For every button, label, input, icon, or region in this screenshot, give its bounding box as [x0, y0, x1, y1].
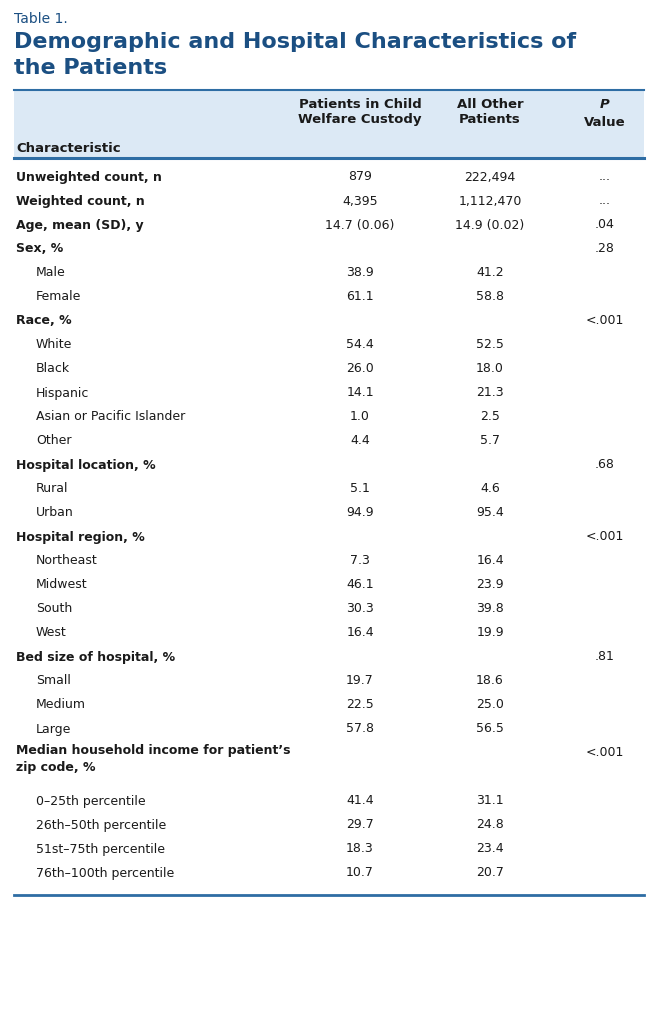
Text: 4,395: 4,395 — [342, 195, 378, 208]
Text: 29.7: 29.7 — [346, 818, 374, 831]
Text: 10.7: 10.7 — [346, 866, 374, 880]
Text: 7.3: 7.3 — [350, 555, 370, 567]
Text: 23.9: 23.9 — [476, 579, 504, 592]
Text: 18.3: 18.3 — [346, 843, 374, 855]
Text: 56.5: 56.5 — [476, 723, 504, 735]
Text: 24.8: 24.8 — [476, 818, 504, 831]
Text: 57.8: 57.8 — [346, 723, 374, 735]
Text: P: P — [600, 98, 610, 111]
Text: Sex, %: Sex, % — [16, 243, 63, 256]
Text: 54.4: 54.4 — [346, 339, 374, 351]
Text: Small: Small — [36, 675, 71, 687]
Text: 26.0: 26.0 — [346, 362, 374, 376]
Text: 4.4: 4.4 — [350, 434, 370, 447]
Text: 19.9: 19.9 — [476, 627, 504, 640]
Text: 46.1: 46.1 — [346, 579, 374, 592]
Text: Black: Black — [36, 362, 70, 376]
Text: the Patients: the Patients — [14, 58, 167, 78]
Text: Age, mean (SD), y: Age, mean (SD), y — [16, 218, 143, 231]
Text: Hospital location, %: Hospital location, % — [16, 459, 156, 471]
Text: Hospital region, %: Hospital region, % — [16, 530, 145, 544]
Text: 18.0: 18.0 — [476, 362, 504, 376]
Text: Other: Other — [36, 434, 72, 447]
Text: Weighted count, n: Weighted count, n — [16, 195, 145, 208]
Text: 31.1: 31.1 — [476, 795, 504, 808]
Text: 18.6: 18.6 — [476, 675, 504, 687]
Text: 41.4: 41.4 — [346, 795, 374, 808]
Text: 38.9: 38.9 — [346, 266, 374, 280]
Text: Demographic and Hospital Characteristics of: Demographic and Hospital Characteristics… — [14, 32, 576, 52]
Text: 19.7: 19.7 — [346, 675, 374, 687]
Text: 14.9 (0.02): 14.9 (0.02) — [455, 218, 524, 231]
Text: .28: .28 — [595, 243, 615, 256]
Text: ...: ... — [599, 171, 611, 183]
Text: 39.8: 39.8 — [476, 602, 504, 615]
Text: 222,494: 222,494 — [465, 171, 516, 183]
Text: ...: ... — [599, 195, 611, 208]
Text: Northeast: Northeast — [36, 555, 98, 567]
Text: Patients in Child
Welfare Custody: Patients in Child Welfare Custody — [298, 98, 422, 126]
Text: 14.1: 14.1 — [346, 386, 374, 399]
Text: Rural: Rural — [36, 482, 68, 496]
Text: 16.4: 16.4 — [476, 555, 504, 567]
Text: Characteristic: Characteristic — [16, 142, 120, 155]
Text: 14.7 (0.06): 14.7 (0.06) — [325, 218, 395, 231]
Text: .04: .04 — [595, 218, 615, 231]
Text: Value: Value — [584, 116, 626, 129]
Text: Medium: Medium — [36, 698, 86, 712]
Text: 94.9: 94.9 — [346, 507, 374, 519]
Text: Male: Male — [36, 266, 66, 280]
Bar — [14, 90, 644, 158]
Text: <.001: <.001 — [586, 314, 624, 328]
Text: Midwest: Midwest — [36, 579, 88, 592]
Text: 0–25th percentile: 0–25th percentile — [36, 795, 145, 808]
Text: .81: .81 — [595, 650, 615, 664]
Text: Unweighted count, n: Unweighted count, n — [16, 171, 162, 183]
Text: West: West — [36, 627, 66, 640]
Text: Median household income for patient’s
zip code, %: Median household income for patient’s zi… — [16, 744, 290, 774]
Text: 76th–100th percentile: 76th–100th percentile — [36, 866, 174, 880]
Text: 21.3: 21.3 — [476, 386, 504, 399]
Text: 25.0: 25.0 — [476, 698, 504, 712]
Text: Large: Large — [36, 723, 71, 735]
Text: 95.4: 95.4 — [476, 507, 504, 519]
Text: Hispanic: Hispanic — [36, 386, 89, 399]
Text: <.001: <.001 — [586, 530, 624, 544]
Text: 16.4: 16.4 — [346, 627, 374, 640]
Text: 22.5: 22.5 — [346, 698, 374, 712]
Text: 1.0: 1.0 — [350, 411, 370, 424]
Text: 26th–50th percentile: 26th–50th percentile — [36, 818, 166, 831]
Text: 58.8: 58.8 — [476, 291, 504, 303]
Text: 61.1: 61.1 — [346, 291, 374, 303]
Text: 2.5: 2.5 — [480, 411, 500, 424]
Text: Asian or Pacific Islander: Asian or Pacific Islander — [36, 411, 186, 424]
Text: Bed size of hospital, %: Bed size of hospital, % — [16, 650, 175, 664]
Text: Race, %: Race, % — [16, 314, 72, 328]
Text: 4.6: 4.6 — [480, 482, 500, 496]
Text: White: White — [36, 339, 72, 351]
Text: 20.7: 20.7 — [476, 866, 504, 880]
Text: 51st–75th percentile: 51st–75th percentile — [36, 843, 165, 855]
Text: 879: 879 — [348, 171, 372, 183]
Text: Urban: Urban — [36, 507, 74, 519]
Text: 5.7: 5.7 — [480, 434, 500, 447]
Text: 30.3: 30.3 — [346, 602, 374, 615]
Text: .68: .68 — [595, 459, 615, 471]
Text: 1,112,470: 1,112,470 — [459, 195, 522, 208]
Text: 41.2: 41.2 — [476, 266, 504, 280]
Text: 5.1: 5.1 — [350, 482, 370, 496]
Text: <.001: <.001 — [586, 746, 624, 760]
Text: Table 1.: Table 1. — [14, 12, 68, 26]
Text: 23.4: 23.4 — [476, 843, 504, 855]
Text: Female: Female — [36, 291, 82, 303]
Text: 52.5: 52.5 — [476, 339, 504, 351]
Text: All Other
Patients: All Other Patients — [457, 98, 523, 126]
Text: South: South — [36, 602, 72, 615]
